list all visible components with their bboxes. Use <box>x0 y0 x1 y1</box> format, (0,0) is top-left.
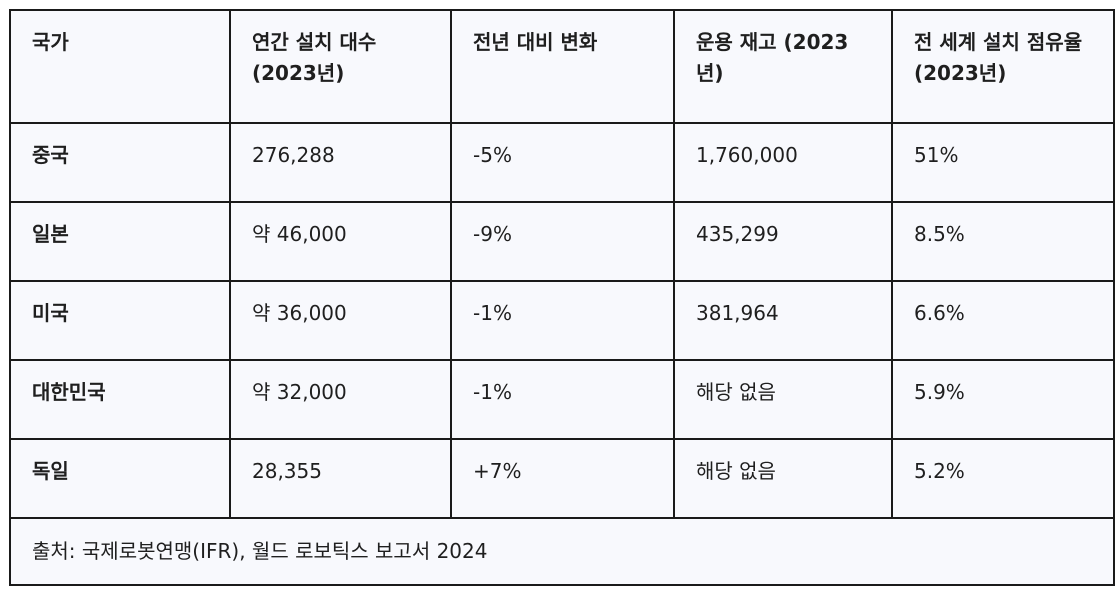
table-row: 일본 약 46,000 -9% 435,299 8.5% <box>9 201 1115 282</box>
cell-operational-stock: 435,299 <box>673 201 893 282</box>
robot-installations-table: 국가 연간 설치 대수 (2023년) 전년 대비 변화 운용 재고 (2023… <box>9 9 1115 586</box>
cell-annual-installations: 약 46,000 <box>229 201 452 282</box>
cell-global-share: 51% <box>891 122 1115 203</box>
cell-operational-stock: 1,760,000 <box>673 122 893 203</box>
header-country: 국가 <box>9 9 231 124</box>
cell-global-share: 5.9% <box>891 359 1115 440</box>
cell-yoy-change: -5% <box>450 122 675 203</box>
header-yoy-change: 전년 대비 변화 <box>450 9 675 124</box>
table-row: 독일 28,355 +7% 해당 없음 5.2% <box>9 438 1115 519</box>
table-row: 대한민국 약 32,000 -1% 해당 없음 5.9% <box>9 359 1115 440</box>
header-operational-stock: 운용 재고 (2023년) <box>673 9 893 124</box>
cell-operational-stock: 381,964 <box>673 280 893 361</box>
source-note: 출처: 국제로봇연맹(IFR), 월드 로보틱스 보고서 2024 <box>9 517 1115 586</box>
source-row: 출처: 국제로봇연맹(IFR), 월드 로보틱스 보고서 2024 <box>9 517 1115 586</box>
header-annual-installations: 연간 설치 대수 (2023년) <box>229 9 452 124</box>
header-row: 국가 연간 설치 대수 (2023년) 전년 대비 변화 운용 재고 (2023… <box>9 9 1115 124</box>
cell-annual-installations: 276,288 <box>229 122 452 203</box>
cell-yoy-change: -1% <box>450 280 675 361</box>
cell-yoy-change: -1% <box>450 359 675 440</box>
table-row: 미국 약 36,000 -1% 381,964 6.6% <box>9 280 1115 361</box>
cell-global-share: 5.2% <box>891 438 1115 519</box>
cell-country: 대한민국 <box>9 359 231 440</box>
cell-operational-stock: 해당 없음 <box>673 359 893 440</box>
cell-country: 미국 <box>9 280 231 361</box>
cell-global-share: 6.6% <box>891 280 1115 361</box>
table-row: 중국 276,288 -5% 1,760,000 51% <box>9 122 1115 203</box>
cell-global-share: 8.5% <box>891 201 1115 282</box>
cell-country: 중국 <box>9 122 231 203</box>
cell-country: 독일 <box>9 438 231 519</box>
cell-yoy-change: +7% <box>450 438 675 519</box>
cell-annual-installations: 약 32,000 <box>229 359 452 440</box>
cell-annual-installations: 약 36,000 <box>229 280 452 361</box>
cell-country: 일본 <box>9 201 231 282</box>
header-global-share: 전 세계 설치 점유율 (2023년) <box>891 9 1115 124</box>
cell-yoy-change: -9% <box>450 201 675 282</box>
cell-operational-stock: 해당 없음 <box>673 438 893 519</box>
cell-annual-installations: 28,355 <box>229 438 452 519</box>
